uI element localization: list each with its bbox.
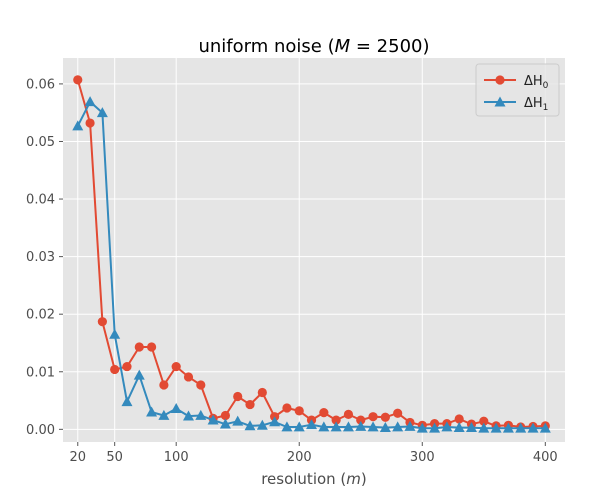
data-point xyxy=(294,406,304,416)
legend-marker-dh1 xyxy=(494,96,506,107)
legend-label-dh1: ΔH1 xyxy=(524,96,548,113)
data-point xyxy=(207,414,219,425)
data-point xyxy=(441,421,453,432)
data-point xyxy=(343,409,354,419)
x-tick-label: 100 xyxy=(164,450,189,465)
data-point xyxy=(330,421,342,432)
y-tick-label: 0.04 xyxy=(26,193,55,208)
data-point xyxy=(281,421,293,432)
data-point xyxy=(465,422,477,433)
plot-area xyxy=(63,58,565,442)
data-point xyxy=(183,410,194,421)
data-point xyxy=(404,420,416,431)
data-point xyxy=(133,369,145,380)
data-point xyxy=(342,421,354,432)
data-point xyxy=(429,422,441,433)
data-point xyxy=(96,107,108,118)
data-point xyxy=(183,372,194,382)
data-point xyxy=(85,118,95,128)
series-triangle xyxy=(72,96,551,433)
data-point xyxy=(134,342,144,352)
data-point xyxy=(368,412,378,422)
data-point xyxy=(269,416,281,427)
data-point xyxy=(416,422,428,433)
data-point xyxy=(245,399,255,410)
data-point xyxy=(73,75,83,85)
data-point xyxy=(109,328,121,339)
data-point xyxy=(220,410,231,421)
data-point xyxy=(146,342,157,352)
legend-label-dh0: ΔH0 xyxy=(524,74,549,91)
data-point xyxy=(379,422,391,433)
data-point xyxy=(97,317,107,327)
x-axis-label: resolution (m) xyxy=(261,470,367,488)
data-point xyxy=(478,422,490,433)
data-point xyxy=(356,415,366,425)
legend: ΔH0 ΔH1 xyxy=(475,63,560,117)
x-tick-label: 50 xyxy=(106,450,123,465)
data-point xyxy=(527,422,539,433)
data-point xyxy=(122,361,132,372)
data-point xyxy=(319,408,329,418)
data-point xyxy=(121,396,133,407)
data-point xyxy=(159,380,169,390)
legend-marker-dh0 xyxy=(495,75,505,85)
data-point xyxy=(195,409,207,420)
data-point xyxy=(490,422,502,433)
chart-title: uniform noise (M = 2500) xyxy=(198,36,429,57)
data-point xyxy=(392,421,404,432)
data-point xyxy=(244,420,256,431)
ticks: 0.00 0.01 0.02 0.03 0.04 0.05 0.06 20 50 100 200 30… xyxy=(26,77,558,465)
data-point xyxy=(196,380,206,390)
data-point xyxy=(293,421,305,432)
data-point xyxy=(479,416,489,426)
data-point xyxy=(170,403,182,414)
data-point xyxy=(72,120,84,131)
data-point xyxy=(355,420,367,431)
data-point xyxy=(502,422,514,433)
data-point xyxy=(282,403,292,413)
x-tick-label: 300 xyxy=(410,450,435,465)
x-tick-label: 200 xyxy=(287,450,312,465)
data-point xyxy=(454,414,464,424)
data-point xyxy=(367,421,379,432)
y-tick-label: 0.03 xyxy=(26,250,55,265)
x-tick-label: 20 xyxy=(69,450,86,465)
data-point xyxy=(233,391,243,402)
data-point xyxy=(219,418,231,429)
y-tick-label: 0.06 xyxy=(26,77,55,92)
series-layer xyxy=(72,75,551,433)
data-point xyxy=(232,415,244,426)
x-tick-label: 400 xyxy=(533,450,558,465)
data-point xyxy=(256,419,268,430)
data-point xyxy=(515,422,527,433)
data-point xyxy=(171,361,181,372)
y-tick-label: 0.01 xyxy=(26,365,55,380)
data-point xyxy=(539,422,551,433)
data-point xyxy=(453,422,465,433)
data-point xyxy=(146,406,158,417)
data-point xyxy=(158,409,170,420)
data-point xyxy=(257,387,267,398)
y-tick-label: 0.00 xyxy=(26,423,55,438)
y-tick-label: 0.02 xyxy=(26,308,55,323)
data-point xyxy=(306,419,318,430)
y-tick-label: 0.05 xyxy=(26,135,55,150)
data-point xyxy=(110,364,120,375)
data-point xyxy=(84,96,96,107)
data-point xyxy=(318,421,330,432)
data-point xyxy=(331,415,341,425)
data-point xyxy=(380,412,390,422)
data-point xyxy=(393,408,403,418)
